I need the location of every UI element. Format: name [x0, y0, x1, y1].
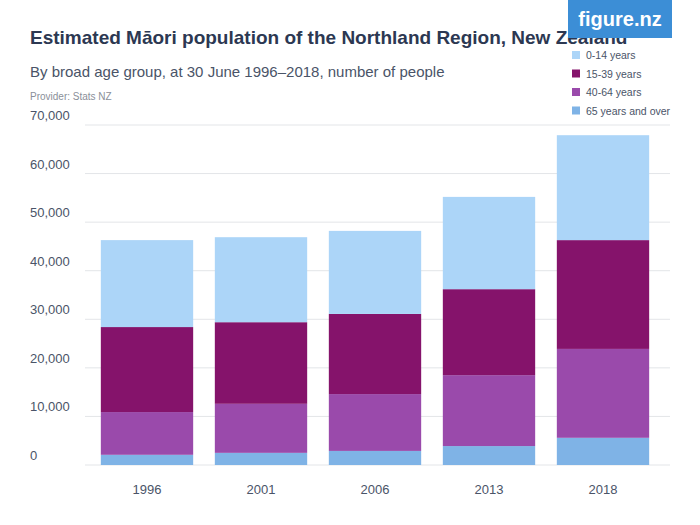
bar-segment — [443, 289, 535, 375]
bar-segment — [101, 327, 193, 412]
chart: Estimated Māori population of the Northl… — [0, 0, 700, 525]
bar-segment — [215, 404, 307, 453]
y-tick-label: 30,000 — [30, 302, 70, 317]
bar-segment — [557, 240, 649, 349]
y-tick-label: 60,000 — [30, 157, 70, 172]
y-tick-label: 40,000 — [30, 254, 70, 269]
y-tick-label: 70,000 — [30, 108, 70, 123]
logo-box — [568, 0, 672, 38]
y-tick-label: 50,000 — [30, 205, 70, 220]
bar-segment — [443, 197, 535, 289]
bar-segment — [101, 412, 193, 455]
bar-segment — [215, 322, 307, 404]
bar-segment — [101, 240, 193, 327]
bar-segment — [557, 349, 649, 438]
bar-segment — [557, 135, 649, 240]
x-tick-label: 2013 — [475, 482, 504, 497]
bar-segment — [329, 314, 421, 394]
legend-label: 40-64 years — [586, 86, 641, 98]
bar-segment — [101, 455, 193, 465]
logo: figure.nz — [578, 8, 661, 30]
legend-swatch — [572, 88, 580, 96]
grid-line — [85, 125, 670, 126]
bar-segment — [557, 438, 649, 465]
bar-segment — [443, 446, 535, 465]
legend-label: 15-39 years — [586, 68, 641, 80]
legend-label: 0-14 years — [586, 49, 636, 61]
legend-swatch — [572, 70, 580, 78]
bar-segment — [329, 231, 421, 314]
legend: 0-14 years 15-39 years 40-64 years 65 years… — [566, 44, 676, 120]
legend-swatch — [572, 107, 580, 115]
bar-segment — [215, 237, 307, 322]
y-tick-label: 10,000 — [30, 399, 70, 414]
x-tick-label: 1996 — [133, 482, 162, 497]
legend-background — [566, 44, 676, 120]
y-tick-label: 0 — [30, 448, 37, 463]
bar-segment — [329, 451, 421, 465]
bars — [101, 135, 649, 465]
x-tick-label: 2018 — [589, 482, 618, 497]
y-tick-label: 20,000 — [30, 351, 70, 366]
subtitle: By broad age group, at 30 June 1996–2018… — [30, 63, 445, 80]
x-tick-label: 2006 — [361, 482, 390, 497]
title: Estimated Māori population of the Northl… — [30, 27, 627, 48]
bar-segment — [443, 375, 535, 446]
bar-segment — [215, 453, 307, 465]
bar-segment — [329, 394, 421, 451]
x-tick-label: 2001 — [247, 482, 276, 497]
legend-swatch — [572, 51, 580, 59]
legend-label: 65 years and over — [586, 105, 671, 117]
source: Provider: Stats NZ — [30, 91, 112, 102]
